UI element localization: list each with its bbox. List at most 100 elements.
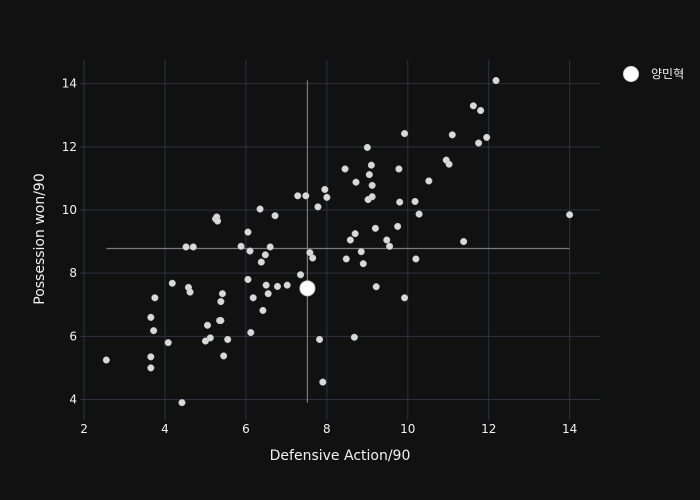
data-point[interactable] (321, 185, 329, 194)
x-tick-label: 12 (481, 422, 496, 436)
data-point[interactable] (363, 143, 371, 152)
data-point[interactable] (309, 254, 317, 262)
grid-lines (80, 60, 600, 420)
data-point[interactable] (359, 260, 367, 268)
data-point[interactable] (346, 236, 354, 244)
data-point[interactable] (178, 399, 186, 407)
data-point[interactable] (368, 181, 376, 189)
data-point[interactable] (400, 294, 409, 302)
data-point[interactable] (415, 210, 423, 218)
data-point[interactable] (357, 248, 365, 256)
data-point[interactable] (244, 228, 252, 236)
data-point[interactable] (150, 327, 158, 335)
data-points (102, 76, 574, 407)
data-point[interactable] (394, 222, 402, 230)
data-point[interactable] (294, 192, 302, 200)
data-point[interactable] (259, 306, 267, 314)
data-point[interactable] (147, 313, 155, 321)
data-point[interactable] (218, 290, 226, 298)
x-tick-label: 8 (323, 422, 331, 436)
data-point[interactable] (395, 165, 403, 173)
x-axis-ticks: 2 4 6 8 10 12 14 (80, 422, 577, 436)
data-point[interactable] (182, 243, 190, 251)
data-point[interactable] (214, 217, 222, 225)
data-point[interactable] (266, 243, 274, 251)
y-axis-title: Possession won/90 (32, 173, 48, 305)
data-point[interactable] (271, 212, 279, 220)
data-point[interactable] (189, 243, 197, 251)
data-point[interactable] (367, 161, 375, 169)
highlight-point-group (299, 280, 316, 297)
data-point[interactable] (102, 356, 110, 364)
data-point[interactable] (217, 298, 225, 306)
data-point[interactable] (147, 353, 155, 361)
x-tick-label: 10 (400, 422, 415, 436)
data-point[interactable] (217, 316, 225, 325)
data-point[interactable] (475, 139, 483, 147)
data-point[interactable] (396, 198, 404, 206)
data-point[interactable] (368, 193, 376, 201)
data-point[interactable] (477, 106, 485, 115)
x-tick-label: 4 (161, 422, 169, 436)
data-point[interactable] (296, 271, 305, 279)
data-point[interactable] (492, 76, 500, 85)
data-point[interactable] (365, 171, 373, 179)
data-point[interactable] (386, 242, 394, 250)
data-point[interactable] (460, 238, 468, 246)
data-point[interactable] (383, 236, 391, 244)
data-point[interactable] (323, 193, 331, 201)
data-point[interactable] (350, 333, 358, 341)
data-point[interactable] (147, 364, 155, 372)
data-point[interactable] (273, 282, 282, 290)
data-point[interactable] (168, 279, 176, 287)
data-point[interactable] (372, 283, 380, 291)
data-point[interactable] (244, 275, 252, 284)
data-point[interactable] (371, 224, 379, 232)
data-point[interactable] (264, 290, 272, 298)
data-point[interactable] (342, 255, 350, 263)
legend-marker (623, 66, 639, 82)
data-point[interactable] (316, 335, 324, 344)
data-point[interactable] (261, 251, 269, 259)
data-point[interactable] (445, 160, 453, 168)
data-point[interactable] (283, 281, 291, 289)
data-point[interactable] (483, 133, 491, 141)
data-point[interactable] (247, 328, 255, 337)
highlight-point[interactable] (299, 280, 316, 297)
data-point[interactable] (314, 203, 322, 211)
data-point[interactable] (237, 242, 245, 250)
data-point[interactable] (249, 294, 257, 302)
data-point[interactable] (319, 378, 327, 386)
y-tick-label: 10 (62, 203, 77, 217)
data-point[interactable] (206, 334, 214, 342)
data-point[interactable] (469, 102, 477, 110)
legend[interactable]: 양민혁 (623, 66, 685, 82)
data-point[interactable] (566, 211, 574, 219)
data-point[interactable] (425, 177, 433, 185)
data-point[interactable] (412, 255, 420, 263)
data-point[interactable] (256, 205, 264, 213)
x-axis-title: Defensive Action/90 (270, 448, 411, 464)
data-point[interactable] (262, 281, 270, 289)
data-point[interactable] (341, 165, 349, 173)
data-point[interactable] (411, 197, 419, 206)
data-point[interactable] (302, 192, 310, 200)
data-point[interactable] (164, 339, 172, 347)
data-point[interactable] (203, 321, 212, 329)
data-point[interactable] (224, 335, 232, 344)
data-point[interactable] (352, 178, 360, 186)
data-point[interactable] (257, 258, 265, 266)
y-tick-label: 8 (69, 266, 77, 280)
data-point[interactable] (448, 131, 456, 139)
data-point[interactable] (186, 288, 194, 296)
data-point[interactable] (151, 294, 159, 302)
data-point[interactable] (351, 230, 359, 238)
data-point[interactable] (400, 130, 409, 138)
y-tick-label: 14 (62, 77, 77, 91)
x-tick-label: 14 (562, 422, 577, 436)
y-tick-label: 6 (69, 329, 77, 343)
data-point[interactable] (220, 352, 228, 360)
legend-label: 양민혁 (651, 67, 684, 81)
y-axis-ticks: 4 6 8 10 12 14 (62, 77, 77, 407)
data-point[interactable] (246, 247, 254, 255)
